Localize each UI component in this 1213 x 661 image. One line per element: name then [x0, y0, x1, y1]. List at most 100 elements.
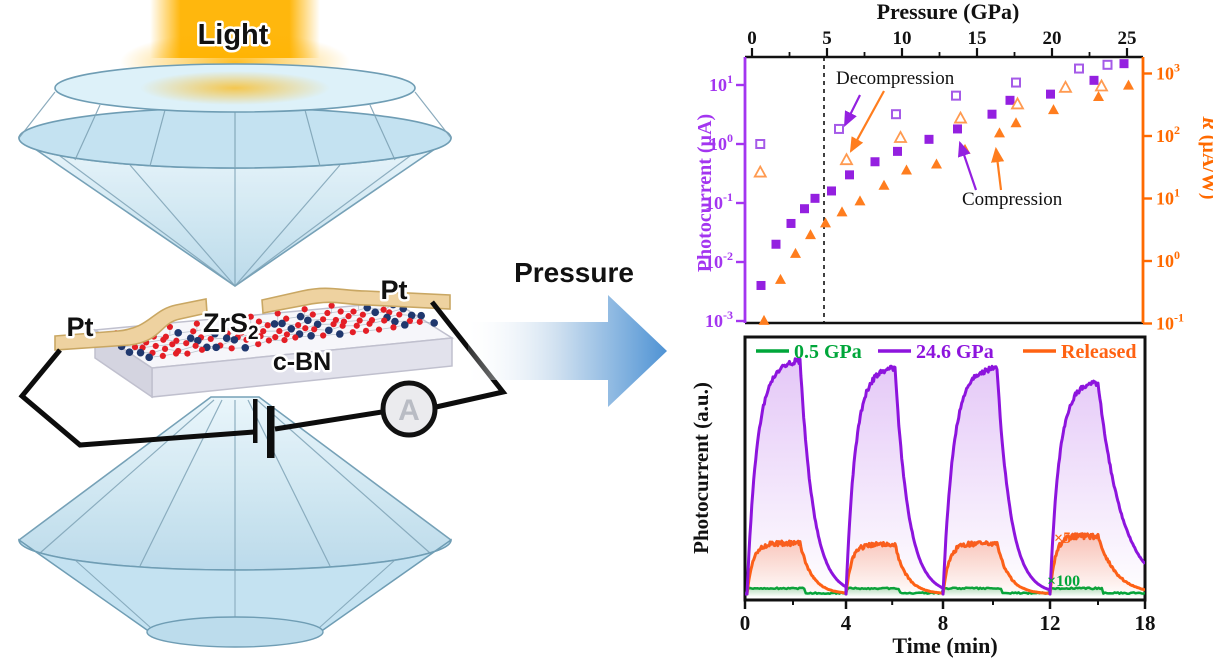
- sulfur-atom: [244, 323, 251, 330]
- zirconium-atom: [407, 311, 416, 320]
- sulfur-atom: [255, 341, 262, 348]
- sulfur-atom: [416, 318, 423, 325]
- data-point-square-filled: [1089, 75, 1099, 85]
- data-point-square-filled: [953, 124, 962, 134]
- data-point-triangle-filled: [878, 179, 890, 190]
- sulfur-atom: [339, 322, 346, 329]
- data-point-triangle-open: [893, 130, 908, 143]
- data-point-square-filled: [786, 218, 796, 228]
- sulfur-atom: [131, 343, 139, 351]
- sulfur-atom: [216, 326, 223, 334]
- zirconium-atom: [241, 343, 250, 352]
- data-point-triangle-open: [953, 110, 968, 124]
- sulfur-atom: [192, 342, 199, 349]
- data-point-triangle-open: [1094, 78, 1109, 92]
- sulfur-atom: [366, 320, 373, 327]
- zirconium-atom: [145, 353, 153, 362]
- zirconium-atom: [391, 317, 399, 326]
- sulfur-atom: [207, 335, 214, 343]
- sulfur-atom: [265, 337, 272, 344]
- data-point-square-filled: [987, 109, 997, 119]
- sulfur-atom: [283, 315, 290, 322]
- data-point-square-open: [951, 90, 961, 101]
- sulfur-atom: [324, 309, 331, 317]
- data-point-square-filled: [1046, 89, 1055, 99]
- data-point-square-open: [1102, 59, 1113, 70]
- x-tick-label: 15: [968, 28, 987, 49]
- sulfur-atom: [274, 310, 281, 317]
- battery-icon: [253, 399, 275, 458]
- light-label: Light: [198, 19, 269, 51]
- pt-left-label: Pt: [67, 312, 94, 342]
- sulfur-atom: [257, 333, 264, 340]
- sulfur-atom: [228, 345, 235, 352]
- zirconium-atom: [430, 319, 438, 327]
- zirconium-atom: [304, 316, 312, 325]
- sulfur-atom: [320, 316, 327, 323]
- pt-electrode-right: [261, 287, 451, 314]
- zirconium-atom: [230, 336, 239, 344]
- x-tick-label: 20: [1043, 28, 1062, 49]
- zirconium-atom: [400, 321, 409, 329]
- sulfur-atom: [159, 352, 166, 359]
- sulfur-atom: [302, 325, 309, 332]
- zirconium-atom: [270, 320, 279, 328]
- sulfur-atom: [362, 327, 370, 334]
- plot-frame: [743, 335, 1147, 602]
- sulfur-atom: [380, 306, 387, 313]
- data-point-triangle-open: [1010, 96, 1025, 110]
- data-point-square-filled: [810, 193, 820, 203]
- data-point-triangle-open: [1058, 79, 1073, 93]
- zirconium-atom: [287, 325, 296, 333]
- data-point-square-filled: [870, 157, 880, 167]
- data-point-square-filled: [800, 204, 809, 214]
- svg-text:Photocurrent (µA): Photocurrent (µA): [694, 114, 716, 272]
- data-point-square-open: [755, 139, 766, 149]
- sulfur-atom: [198, 346, 206, 353]
- sulfur-atom: [350, 308, 357, 315]
- data-point-triangle-filled: [1123, 79, 1134, 90]
- x-tick-label: 18: [1135, 611, 1156, 635]
- zirconium-atom: [417, 311, 425, 320]
- pressure-arrow: [468, 295, 667, 407]
- sulfur-atom: [295, 321, 302, 329]
- sulfur-atom: [253, 325, 260, 332]
- curve-fill: [745, 358, 1145, 597]
- right-tick-label: 101: [1156, 186, 1180, 209]
- x-tick-label: 4: [841, 611, 852, 635]
- data-point-square-filled: [827, 186, 836, 196]
- sulfur-atom: [184, 350, 191, 357]
- legend-label-purple: 24.6 GPa: [916, 341, 994, 363]
- zirconium-atom: [125, 348, 134, 356]
- sulfur-atom: [276, 327, 283, 335]
- x-tick-label: 5: [822, 28, 832, 49]
- sulfur-atom: [183, 340, 190, 347]
- x-axis-title: Time (min): [892, 633, 997, 658]
- x-tick-label: 25: [1118, 28, 1137, 49]
- sulfur-atom: [390, 324, 397, 331]
- sulfur-atom: [272, 334, 279, 341]
- zirconium-atom: [296, 312, 305, 321]
- scale-note-x100: ×100: [1047, 573, 1080, 590]
- zirconium-atom: [186, 334, 195, 343]
- data-point-triangle-filled: [1093, 91, 1104, 102]
- data-point-square-filled: [771, 239, 781, 249]
- sulfur-atom: [173, 337, 180, 344]
- sulfur-atom: [190, 328, 197, 335]
- sulfur-atom: [396, 311, 403, 318]
- sulfur-atom: [248, 331, 255, 338]
- zirconium-atom: [336, 330, 344, 338]
- y-axis-title: Photocurrent (a.u.): [690, 382, 713, 554]
- zirconium-atom: [174, 329, 182, 337]
- zrs2-label: ZrS2: [203, 308, 259, 344]
- sulfur-atom: [169, 341, 176, 348]
- sulfur-atom: [381, 317, 388, 324]
- top-axis-title: Pressure (GPa): [877, 0, 1020, 24]
- zirconium-atom: [278, 319, 286, 328]
- sulfur-atom: [247, 313, 254, 320]
- left-tick-label: 101: [709, 72, 733, 95]
- zirconium-atom: [202, 325, 211, 333]
- sulfur-atom: [283, 331, 291, 338]
- cbn-label: c-BN: [273, 348, 331, 376]
